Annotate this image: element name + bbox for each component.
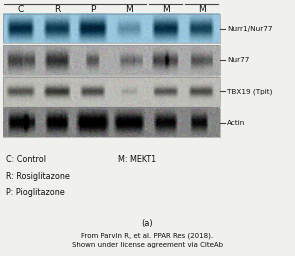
Text: P: Pioglitazone: P: Pioglitazone — [6, 188, 65, 197]
Text: C: C — [18, 5, 24, 14]
Text: From Parvin R, et al. PPAR Res (2018).
Shown under license agreement via CiteAb: From Parvin R, et al. PPAR Res (2018). S… — [72, 233, 223, 249]
Text: Actin: Actin — [227, 120, 245, 126]
Text: (a): (a) — [142, 219, 153, 228]
Text: M: M — [126, 5, 133, 14]
Text: TBX19 (Tpit): TBX19 (Tpit) — [227, 88, 273, 95]
Text: Nur77: Nur77 — [227, 57, 250, 63]
Text: 3 hrs: 3 hrs — [191, 0, 212, 1]
Text: 24 hrs: 24 hrs — [62, 0, 88, 1]
Bar — [3, 46, 220, 75]
Bar — [3, 108, 220, 137]
Text: M: MEKT1: M: MEKT1 — [118, 155, 156, 164]
Text: R: R — [54, 5, 60, 14]
Text: C: Control: C: Control — [6, 155, 46, 164]
Text: P: P — [91, 5, 96, 14]
Text: R: Rosiglitazone: R: Rosiglitazone — [6, 172, 70, 180]
Text: Nurr1/Nur77: Nurr1/Nur77 — [227, 26, 273, 32]
Text: M: M — [162, 5, 169, 14]
Bar — [3, 77, 220, 106]
Bar — [3, 14, 220, 43]
Text: 6 hrs: 6 hrs — [155, 0, 176, 1]
Text: M: M — [198, 5, 206, 14]
